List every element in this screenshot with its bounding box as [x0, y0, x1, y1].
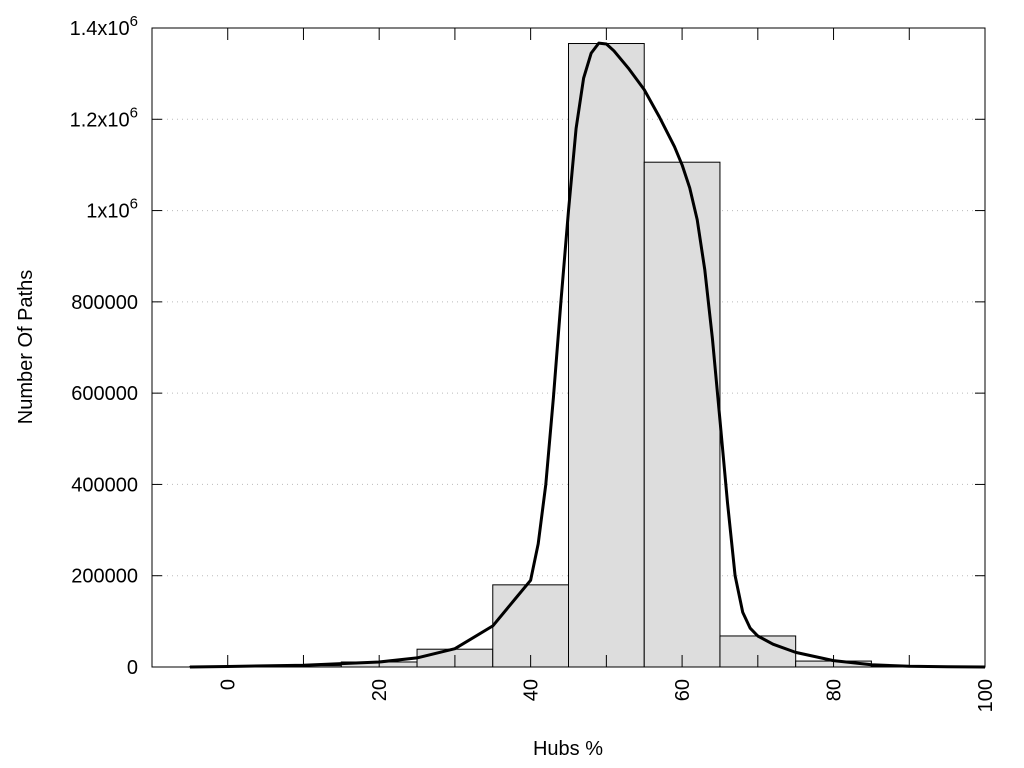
plot-frame [151, 27, 986, 668]
x-tick-label: 80 [824, 679, 846, 701]
y-axis: 0 200000 400000 600000 800000 1x106 1.2x106 1.4… [70, 13, 985, 679]
x-tick-label: 0 [218, 679, 240, 690]
y-tick-label: 1x106 [86, 196, 138, 223]
x-tick-label: 60 [672, 679, 694, 701]
x-tick-label: 20 [369, 679, 391, 701]
y-tick-label: 400000 [71, 474, 138, 496]
y-tick-label: 1.2x106 [70, 104, 138, 131]
fit-curve [189, 41, 986, 669]
y-tick-label: 200000 [71, 566, 138, 588]
bars [189, 43, 986, 668]
y-tick-label: 600000 [71, 383, 138, 405]
histogram-bar [492, 584, 570, 668]
y-tick-label: 1.4x106 [70, 13, 138, 40]
x-axis: 0 20 40 60 80 100 [218, 28, 997, 712]
histogram-bar [568, 43, 645, 668]
x-tick-label: 100 [975, 679, 997, 712]
y-tick-label: 800000 [71, 292, 138, 314]
x-tick-label: 40 [521, 679, 543, 701]
y-axis-label: Number Of Paths [15, 270, 37, 425]
histogram-bar [643, 161, 721, 668]
y-tick-label: 0 [127, 657, 138, 679]
x-axis-label: Hubs % [533, 738, 603, 760]
